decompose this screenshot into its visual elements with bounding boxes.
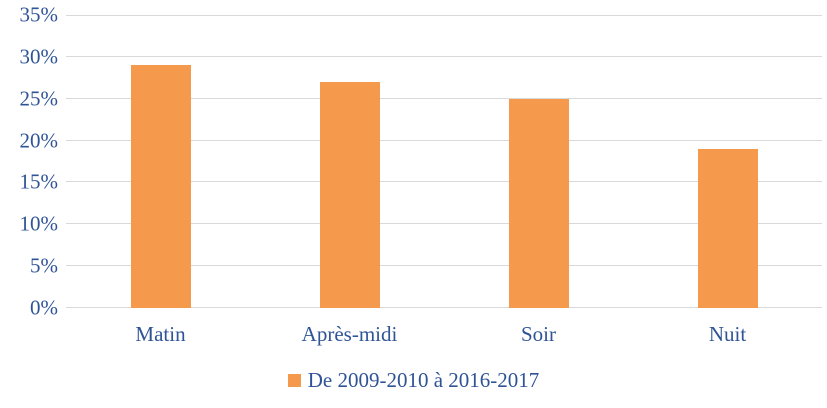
plot-area [66,15,822,308]
y-axis-tick-label: 5% [30,253,58,278]
x-axis-category-label: Soir [520,322,557,346]
gridline [66,139,822,141]
y-axis-tick-label: 30% [19,44,59,69]
y-axis-tick-label: 10% [19,211,59,236]
y-axis-tick-label: 35% [19,2,59,27]
y-axis-tick-label: 25% [19,86,59,111]
x-axis: Matin Après-midi Soir Nuit [66,322,822,348]
y-axis-tick-label: 15% [19,169,59,194]
x-axis-category-label: Matin [135,322,186,346]
gridline [66,181,822,183]
x-axis-category-label: Nuit [708,322,747,346]
bar-nuit [697,148,758,308]
y-axis-tick-label: 20% [19,128,59,153]
bar-apr-s-midi [319,81,380,308]
bar-soir [508,98,569,308]
gridline [66,55,822,57]
legend-swatch [287,373,301,387]
y-axis: 0% 5% 10% 15% 20% 25% 30% 35% [0,4,59,318]
legend-label: De 2009-2010 à 2016-2017 [307,368,540,392]
gridline [66,307,822,308]
x-axis-category-label: Après-midi [301,322,398,346]
gridline [66,223,822,225]
gridline [66,265,822,267]
gridline [66,97,822,99]
legend: De 2009-2010 à 2016-2017 [0,368,827,392]
gridline [66,15,822,16]
bar-matin [130,65,191,308]
y-axis-tick-label: 0% [30,295,58,320]
